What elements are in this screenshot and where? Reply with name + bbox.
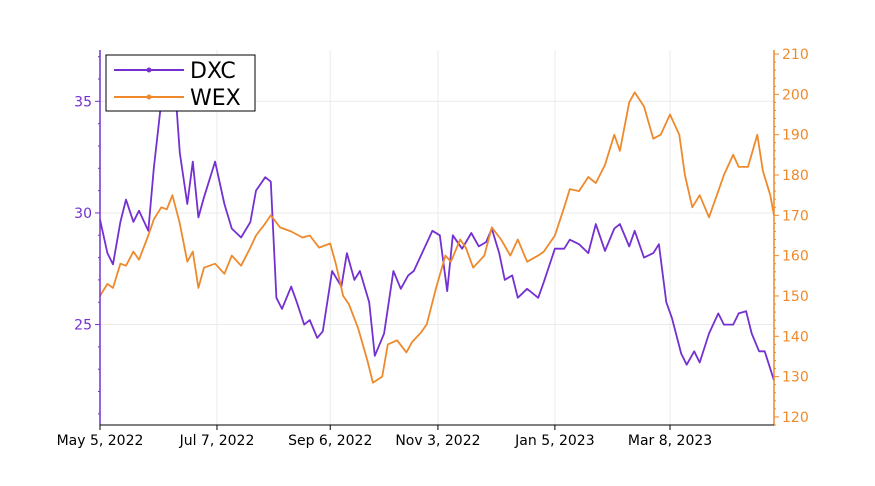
x-tick-label: Sep 6, 2022: [288, 433, 372, 449]
y-left-tick-label: 30: [74, 206, 92, 222]
series-lines: [99, 91, 775, 384]
y-right-tick-label: 170: [782, 208, 809, 224]
x-tick-label: Nov 3, 2022: [395, 433, 480, 449]
y-right-tick-label: 130: [782, 370, 809, 386]
grid: [99, 50, 774, 425]
x-tick-label: Mar 8, 2023: [628, 433, 712, 449]
series-line-dxc: [99, 91, 775, 381]
legend-box: [105, 54, 256, 112]
y-right-tick-label: 200: [782, 87, 809, 103]
legend-marker-dxc: [146, 67, 152, 73]
y-right-tick-label: 160: [782, 249, 809, 265]
y-right-tick-label: 210: [782, 47, 809, 63]
y-left-tick-label: 25: [74, 318, 92, 334]
series-line-wex: [99, 91, 775, 384]
axes: May 5, 2022 Jul 7, 2022 Sep 6, 2022 Nov 3, …: [57, 47, 809, 449]
y-right-tick-label: 150: [782, 289, 809, 305]
legend-marker-wex: [146, 94, 152, 100]
y-right-tick-label: 120: [782, 410, 809, 426]
y-right-tick-label: 190: [782, 128, 809, 144]
legend-label-dxc: DXC: [190, 59, 236, 84]
y-left-tick-label: 35: [74, 94, 92, 110]
y-right-tick-label: 140: [782, 329, 809, 345]
x-tick-label: May 5, 2022: [57, 433, 144, 449]
x-tick-label: Jan 5, 2023: [514, 433, 594, 449]
y-right-tick-label: 180: [782, 168, 809, 184]
x-tick-label: Jul 7, 2022: [179, 433, 255, 449]
legend-label-wex: WEX: [190, 86, 241, 111]
